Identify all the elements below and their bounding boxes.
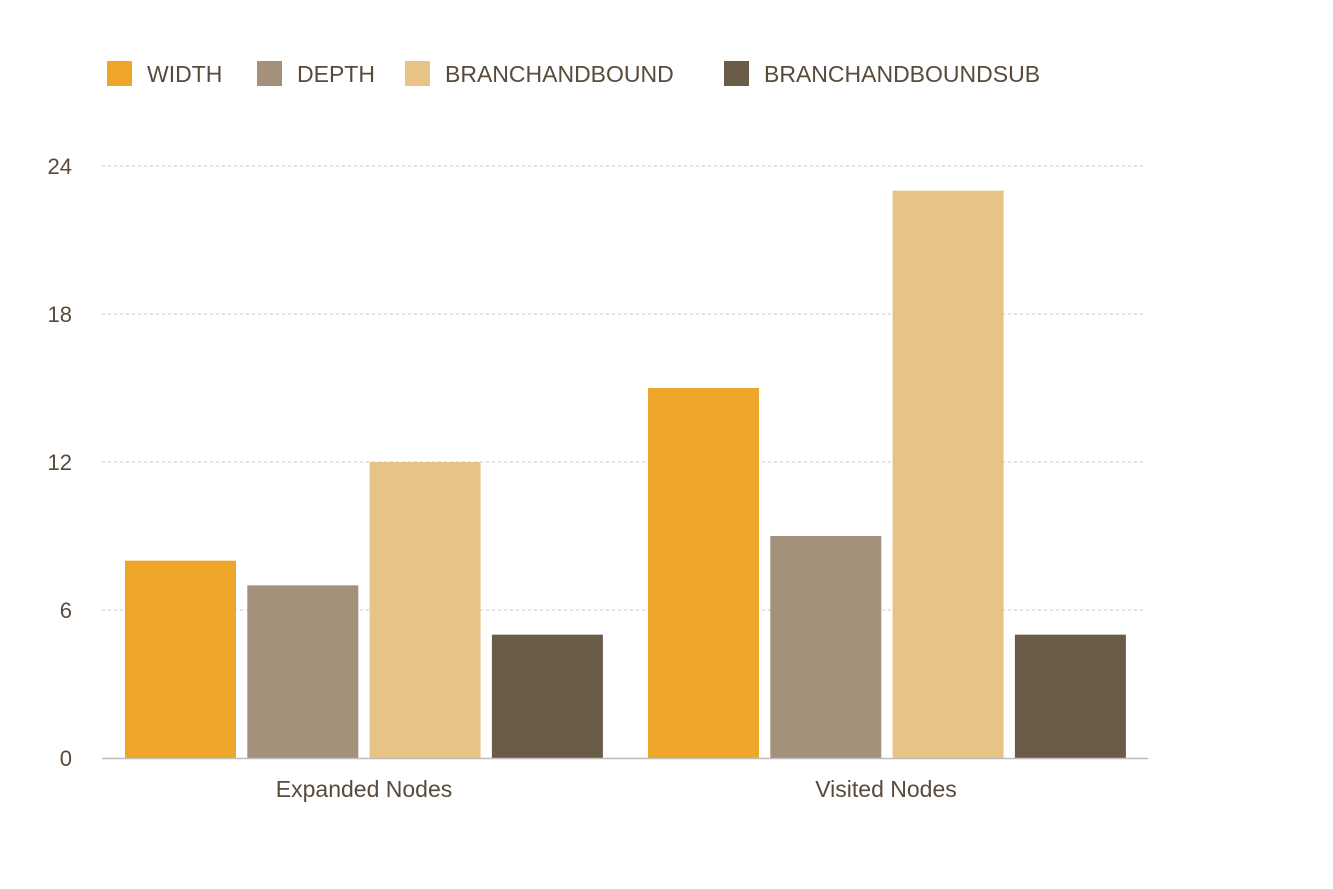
bar[interactable] (491, 634, 603, 758)
bar[interactable] (369, 462, 481, 758)
y-tick-label: 6 (60, 598, 72, 623)
y-tick-label: 0 (60, 746, 72, 771)
x-tick-label: Visited Nodes (815, 776, 957, 802)
bars (125, 190, 1126, 758)
legend-label: DEPTH (297, 61, 375, 87)
legend-item[interactable]: BRANCHANDBOUND (405, 61, 674, 87)
legend-item[interactable]: BRANCHANDBOUNDSUB (724, 61, 1040, 87)
legend-swatch (405, 61, 430, 86)
y-axis: 0 6 12 18 24 (48, 154, 72, 771)
legend-item[interactable]: DEPTH (257, 61, 375, 87)
y-tick-label: 12 (48, 450, 72, 475)
legend-label: WIDTH (147, 61, 222, 87)
legend-swatch (724, 61, 749, 86)
bar[interactable] (1014, 634, 1126, 758)
bar-group (125, 462, 603, 758)
legend-label: BRANCHANDBOUND (445, 61, 674, 87)
bar[interactable] (125, 560, 236, 758)
legend-swatch (257, 61, 282, 86)
x-tick-label: Expanded Nodes (276, 776, 452, 802)
bar[interactable] (648, 388, 759, 758)
y-tick-label: 24 (48, 154, 72, 179)
y-tick-label: 18 (48, 302, 72, 327)
bar[interactable] (770, 536, 882, 758)
bar[interactable] (892, 190, 1004, 758)
legend-item[interactable]: WIDTH (107, 61, 222, 87)
bar-group (648, 190, 1126, 758)
x-axis: Expanded Nodes Visited Nodes (276, 776, 957, 802)
legend: WIDTH DEPTH BRANCHANDBOUND BRANCHANDBOUNDSU… (107, 61, 1040, 87)
legend-swatch (107, 61, 132, 86)
legend-label: BRANCHANDBOUNDSUB (764, 61, 1040, 87)
bar[interactable] (247, 585, 359, 758)
